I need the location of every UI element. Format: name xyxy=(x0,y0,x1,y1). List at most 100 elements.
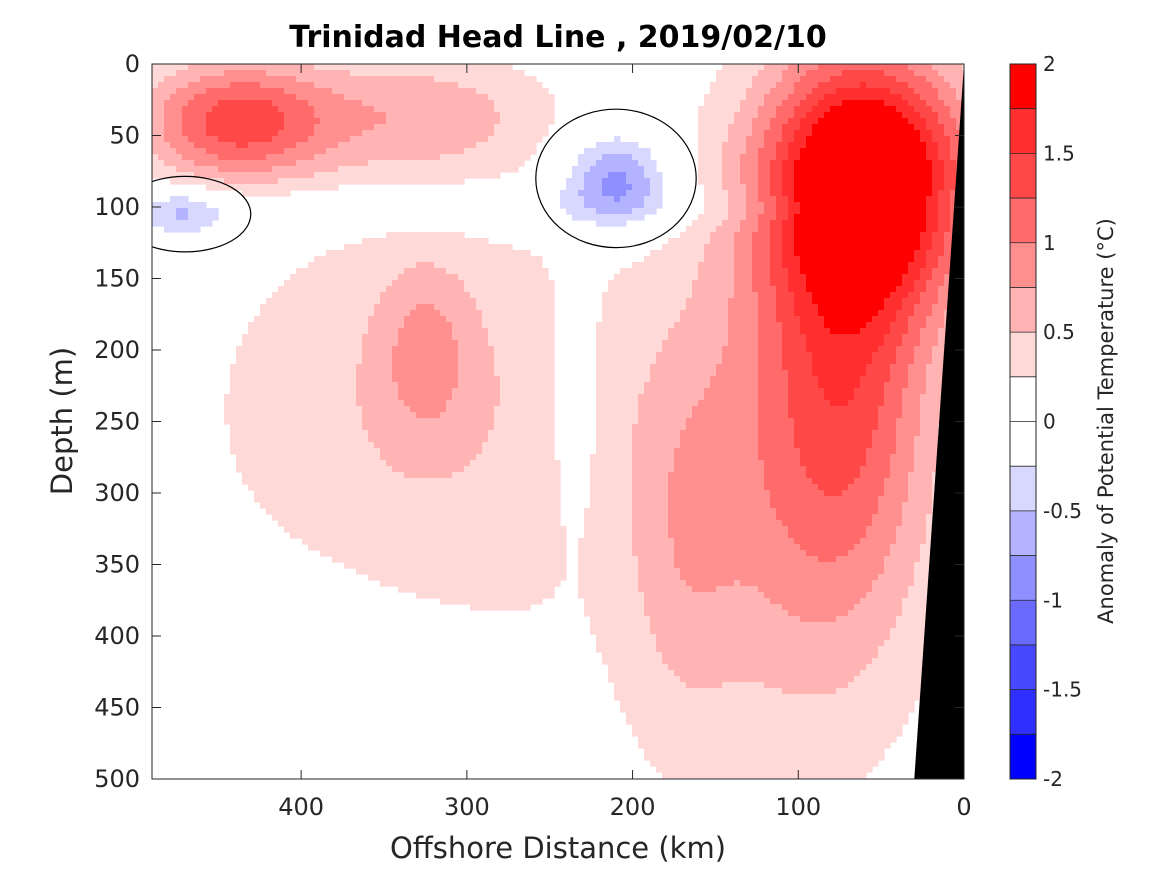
field-cell xyxy=(500,82,507,89)
field-cell xyxy=(938,292,945,299)
field-cell xyxy=(470,76,477,83)
field-cell xyxy=(794,250,801,257)
field-cell xyxy=(914,262,921,269)
field-cell xyxy=(188,226,195,233)
field-cell xyxy=(332,304,339,311)
field-cell xyxy=(884,244,891,251)
field-cell xyxy=(176,118,183,125)
field-cell xyxy=(488,316,495,323)
field-cell xyxy=(428,310,435,317)
field-cell xyxy=(914,88,921,95)
field-cell xyxy=(302,64,309,71)
field-cell xyxy=(482,334,489,341)
field-cell xyxy=(890,148,897,155)
field-cell xyxy=(626,358,633,365)
field-cell xyxy=(632,154,639,161)
field-cell xyxy=(860,346,867,353)
field-cell xyxy=(860,274,867,281)
field-cell xyxy=(716,298,723,305)
field-cell xyxy=(512,250,519,257)
field-cell xyxy=(410,100,417,107)
field-cell xyxy=(476,118,483,125)
field-cell xyxy=(416,232,423,239)
field-cell xyxy=(782,310,789,317)
field-cell xyxy=(278,358,285,365)
field-cell xyxy=(782,220,789,227)
field-cell xyxy=(254,130,261,137)
field-cell xyxy=(908,118,915,125)
field-cell xyxy=(782,292,789,299)
field-cell xyxy=(854,106,861,113)
field-cell xyxy=(524,100,531,107)
field-cell xyxy=(308,280,315,287)
temperature-anomaly-field xyxy=(152,64,964,779)
field-cell xyxy=(938,280,945,287)
field-cell xyxy=(494,322,501,329)
field-cell xyxy=(266,304,273,311)
field-cell xyxy=(884,172,891,179)
field-cell xyxy=(746,142,753,149)
field-cell xyxy=(770,226,777,233)
field-cell xyxy=(248,178,255,185)
field-cell xyxy=(164,76,171,83)
field-cell xyxy=(734,352,741,359)
field-cell xyxy=(488,64,495,71)
field-cell xyxy=(170,88,177,95)
field-cell xyxy=(926,316,933,323)
field-cell xyxy=(932,298,939,305)
field-cell xyxy=(458,82,465,89)
field-cell xyxy=(890,106,897,113)
field-cell xyxy=(818,82,825,89)
field-cell xyxy=(374,268,381,275)
field-cell xyxy=(374,142,381,149)
field-cell xyxy=(806,304,813,311)
field-cell xyxy=(812,124,819,131)
field-cell xyxy=(920,208,927,215)
field-cell xyxy=(458,274,465,281)
field-cell xyxy=(530,352,537,359)
field-cell xyxy=(830,190,837,197)
field-cell xyxy=(506,88,513,95)
field-cell xyxy=(266,184,273,191)
field-cell xyxy=(806,88,813,95)
field-cell xyxy=(884,208,891,215)
field-cell xyxy=(860,118,867,125)
field-cell xyxy=(842,112,849,119)
field-cell xyxy=(764,256,771,263)
field-cell xyxy=(812,316,819,323)
field-cell xyxy=(482,352,489,359)
field-cell xyxy=(716,190,723,197)
field-cell xyxy=(782,124,789,131)
field-cell xyxy=(284,88,291,95)
field-cell xyxy=(296,88,303,95)
field-cell xyxy=(650,358,657,365)
field-cell xyxy=(698,340,705,347)
field-cell xyxy=(902,76,909,83)
field-cell xyxy=(530,148,537,155)
field-cell xyxy=(788,286,795,293)
field-cell xyxy=(248,184,255,191)
field-cell xyxy=(716,292,723,299)
field-cell xyxy=(536,268,543,275)
field-cell xyxy=(386,322,393,329)
field-cell xyxy=(608,220,615,227)
field-cell xyxy=(872,172,879,179)
field-cell xyxy=(566,196,573,203)
field-cell xyxy=(710,112,717,119)
field-cell xyxy=(326,340,333,347)
field-cell xyxy=(926,328,933,335)
field-cell xyxy=(758,346,765,353)
field-cell xyxy=(872,346,879,353)
field-cell xyxy=(296,346,303,353)
field-cell xyxy=(320,160,327,167)
field-cell xyxy=(446,286,453,293)
field-cell xyxy=(782,286,789,293)
field-cell xyxy=(836,154,843,161)
field-cell xyxy=(770,298,777,305)
field-cell xyxy=(788,256,795,263)
field-cell xyxy=(908,310,915,317)
field-cell xyxy=(674,316,681,323)
field-cell xyxy=(596,220,603,227)
field-cell xyxy=(614,184,621,191)
field-cell xyxy=(398,346,405,353)
